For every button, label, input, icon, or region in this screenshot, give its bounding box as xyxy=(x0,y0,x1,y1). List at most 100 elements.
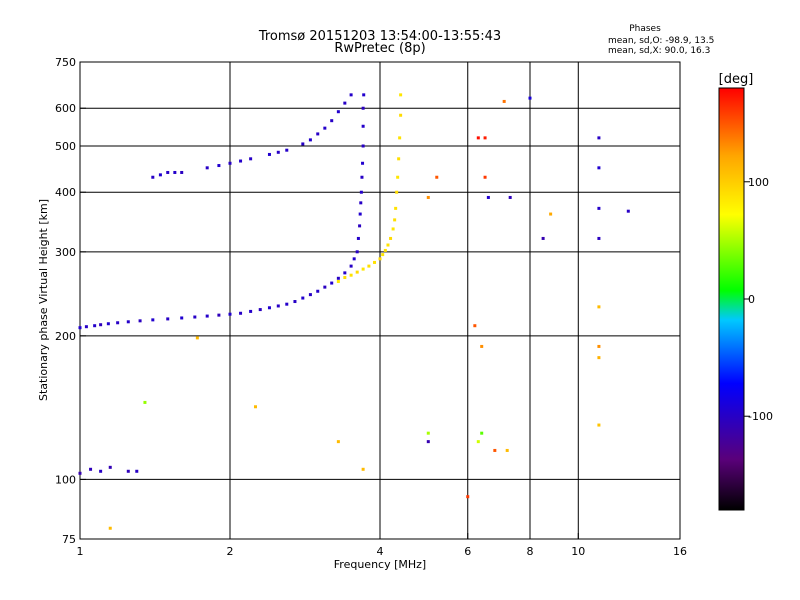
data-point xyxy=(352,257,356,261)
x-tick-label: 2 xyxy=(227,545,234,558)
x-tick-label: 4 xyxy=(377,545,384,558)
data-point xyxy=(336,110,340,114)
data-point xyxy=(217,164,221,168)
data-point xyxy=(361,161,365,165)
data-point xyxy=(116,321,120,325)
data-point xyxy=(383,248,387,252)
data-point xyxy=(249,157,253,161)
data-point xyxy=(308,293,312,297)
data-point xyxy=(476,440,480,444)
data-point xyxy=(108,465,112,469)
data-point xyxy=(502,99,506,103)
data-point xyxy=(549,212,553,216)
data-point xyxy=(361,267,365,271)
data-point xyxy=(258,308,262,312)
data-point xyxy=(626,209,630,213)
data-point xyxy=(308,138,312,142)
x-tick-label: 16 xyxy=(673,545,687,558)
data-point xyxy=(239,159,243,163)
data-point xyxy=(378,257,382,261)
data-point xyxy=(267,152,271,156)
data-point xyxy=(426,440,430,444)
data-point xyxy=(205,314,209,318)
data-point xyxy=(597,206,601,210)
data-point xyxy=(316,289,320,293)
data-point xyxy=(349,264,353,268)
data-point xyxy=(330,281,334,285)
data-point xyxy=(323,285,327,289)
data-point xyxy=(505,448,509,452)
y-tick-label: 300 xyxy=(55,246,76,259)
data-point xyxy=(285,148,289,152)
data-point xyxy=(93,324,97,328)
data-point xyxy=(393,218,397,222)
data-point xyxy=(151,175,155,179)
data-point xyxy=(343,276,347,280)
data-point xyxy=(323,126,327,130)
data-point xyxy=(359,201,363,205)
data-point xyxy=(358,212,362,216)
data-point xyxy=(316,132,320,136)
x-axis: 1 2 4 6 8 10 16 xyxy=(77,533,687,558)
data-point xyxy=(135,469,139,473)
data-point xyxy=(476,136,480,140)
data-point xyxy=(399,113,403,117)
data-points xyxy=(78,93,630,530)
data-point xyxy=(151,318,155,322)
data-point xyxy=(480,431,484,435)
data-point xyxy=(205,166,209,170)
data-point xyxy=(367,264,371,268)
stats-o-line: mean, sd,O: -98.9, 13.5 xyxy=(608,36,714,46)
data-point xyxy=(361,106,365,110)
x-tick-label: 1 xyxy=(77,545,84,558)
data-point xyxy=(541,236,545,240)
x-tick-label: 8 xyxy=(527,545,534,558)
stats-header: Phases xyxy=(629,24,661,34)
chart-title: Tromsø 20151203 13:54:00-13:55:43 xyxy=(258,29,501,44)
data-point xyxy=(399,93,403,97)
data-point xyxy=(158,173,162,177)
data-point xyxy=(361,467,365,471)
data-point xyxy=(391,227,395,231)
data-point xyxy=(597,136,601,140)
data-point xyxy=(126,320,130,324)
y-tick-label: 400 xyxy=(55,186,76,199)
data-point xyxy=(193,315,197,319)
data-point xyxy=(597,236,601,240)
data-point xyxy=(166,170,170,174)
data-point xyxy=(239,311,243,315)
y-tick-label: 75 xyxy=(62,533,76,546)
data-point xyxy=(435,175,439,179)
y-tick-label: 200 xyxy=(55,330,76,343)
data-point xyxy=(486,195,490,199)
data-point xyxy=(336,276,340,280)
colorbar-tick-label: 100 xyxy=(748,176,769,189)
data-point xyxy=(362,93,366,97)
grid xyxy=(80,62,680,539)
data-point xyxy=(108,526,112,530)
x-tick-label: 6 xyxy=(464,545,471,558)
data-point xyxy=(394,206,398,210)
data-point xyxy=(301,142,305,146)
data-point xyxy=(293,300,297,304)
data-point xyxy=(267,306,271,310)
data-point xyxy=(597,356,601,360)
data-point xyxy=(480,344,484,348)
data-point xyxy=(508,195,512,199)
data-point xyxy=(386,243,390,247)
data-point xyxy=(355,250,359,254)
chart-subtitle: RwPretec (8p) xyxy=(334,41,425,56)
data-point xyxy=(493,448,497,452)
colorbar-tick-label: 0 xyxy=(748,293,755,306)
data-point xyxy=(301,296,305,300)
data-point xyxy=(343,271,347,275)
x-axis-title: Frequency [MHz] xyxy=(334,558,426,571)
data-point xyxy=(597,344,601,348)
data-point xyxy=(228,161,232,165)
data-point xyxy=(466,495,470,499)
colorbar-ticks: 100 0 -100 xyxy=(744,176,773,423)
data-point xyxy=(336,279,340,283)
data-point xyxy=(381,253,385,257)
data-point xyxy=(349,273,353,277)
data-point xyxy=(78,471,82,475)
